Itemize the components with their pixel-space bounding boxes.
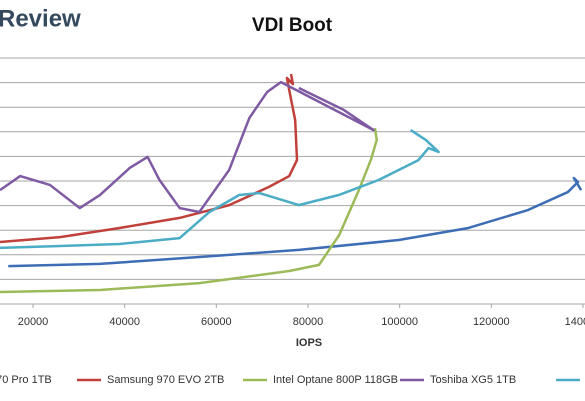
legend-label: Samsung 970 EVO 2TB bbox=[107, 374, 224, 386]
x-axis-title: IOPS bbox=[296, 337, 322, 349]
series-line bbox=[0, 80, 375, 214]
logo: Review bbox=[0, 5, 81, 32]
x-tick-label: 140000 bbox=[565, 316, 585, 328]
legend-label: Intel Optane 800P 118GB bbox=[273, 374, 398, 386]
legend-label: Toshiba XG5 1TB bbox=[430, 374, 516, 386]
x-tick-label: 60000 bbox=[201, 316, 232, 328]
x-tick-label: 120000 bbox=[473, 316, 510, 328]
legend-label: 970 Pro 1TB bbox=[0, 374, 52, 386]
series-line bbox=[0, 73, 299, 244]
series-line bbox=[0, 129, 440, 250]
series-line bbox=[8, 176, 583, 268]
series-line bbox=[0, 127, 378, 294]
x-tick-label: 80000 bbox=[293, 316, 324, 328]
x-tick-label: 100000 bbox=[381, 316, 418, 328]
x-tick-label: 20000 bbox=[18, 316, 49, 328]
chart-title: VDI Boot bbox=[252, 15, 333, 36]
x-tick-label: 40000 bbox=[109, 316, 140, 328]
